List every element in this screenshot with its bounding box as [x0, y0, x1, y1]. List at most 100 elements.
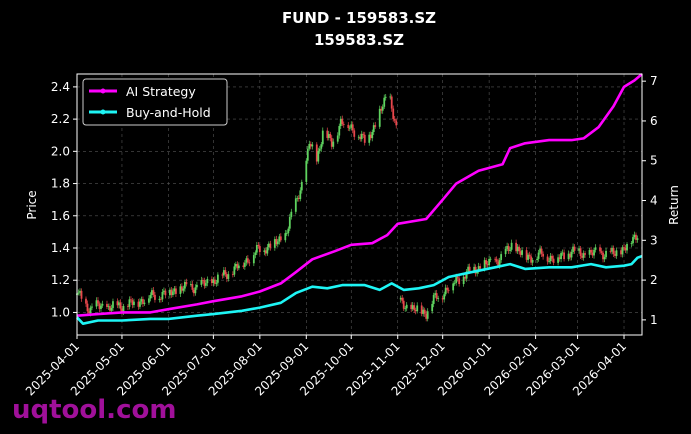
candle-body — [584, 253, 586, 255]
candle-body — [212, 279, 215, 284]
candle-body — [112, 301, 114, 308]
candle-body — [477, 266, 480, 272]
candle-body — [266, 247, 269, 254]
candle-body — [86, 303, 89, 312]
chart-title: FUND - 159583.SZ — [282, 9, 436, 27]
candle-body — [426, 311, 429, 319]
candle-body — [612, 247, 615, 254]
candle-body — [635, 234, 637, 240]
candle-body — [569, 253, 571, 258]
legend-label-ai-strategy: AI Strategy — [126, 84, 196, 99]
candle-body — [306, 148, 309, 161]
legend-marker-bh — [100, 109, 106, 115]
series-line-ai-strategy — [76, 73, 643, 317]
candle-body — [139, 301, 141, 307]
candle-body — [572, 246, 574, 252]
y2-tick-label: 7 — [650, 74, 658, 88]
candle-body — [216, 274, 219, 283]
candle-body — [100, 305, 102, 309]
grid — [76, 74, 642, 335]
candle-body — [221, 274, 224, 276]
candle-body — [296, 197, 299, 199]
candle-body — [351, 124, 354, 131]
candle-body — [143, 302, 146, 304]
candle-body — [275, 239, 278, 245]
y2-axis-ticks: 1 2 3 4 5 6 7 — [642, 74, 658, 327]
candle-body — [479, 266, 482, 269]
candle-body — [567, 253, 570, 260]
y2-tick-label: 5 — [650, 154, 658, 168]
candle-body — [389, 96, 392, 98]
candle-body — [341, 118, 344, 125]
candle-body — [371, 131, 374, 139]
chart-subtitle: 159583.SZ — [314, 31, 404, 49]
candle-body — [630, 243, 633, 245]
candle-body — [435, 293, 438, 299]
candle-body — [237, 265, 240, 269]
candle-body — [269, 243, 272, 248]
candle-body — [360, 133, 363, 140]
candle-body — [510, 242, 513, 250]
y2-axis-label: Return — [667, 185, 681, 225]
candle-body — [636, 238, 639, 240]
candle-body — [395, 120, 398, 126]
y-tick-label: 1.4 — [51, 241, 70, 255]
y2-tick-label: 3 — [650, 233, 658, 247]
candle-body — [264, 250, 267, 254]
candle-body — [437, 298, 440, 299]
candle-body — [578, 248, 580, 251]
candle-body — [95, 300, 98, 307]
candle-body — [465, 271, 468, 279]
candle-body — [381, 106, 384, 111]
candle-body — [200, 279, 203, 285]
candle-body — [234, 263, 237, 267]
candle-body — [467, 266, 470, 272]
y-tick-label: 2.2 — [51, 112, 70, 126]
series-line-buy-and-hold — [76, 254, 643, 325]
candle-body — [263, 250, 266, 253]
candle-body — [594, 247, 597, 250]
candle-body — [101, 303, 104, 306]
candle-body — [88, 311, 90, 314]
candle-body — [91, 306, 93, 308]
candle-body — [181, 286, 183, 291]
candle-body — [203, 280, 206, 286]
candle-body — [390, 96, 393, 109]
candle-body — [154, 294, 156, 300]
y-axis-label: Price — [25, 190, 39, 219]
candle-body — [611, 247, 613, 252]
candle-body — [297, 197, 300, 199]
candle-body — [173, 288, 176, 292]
candle-body — [137, 301, 140, 307]
candle-body — [570, 251, 573, 258]
candle-body — [399, 297, 402, 300]
candle-body — [539, 248, 541, 253]
candle-body — [441, 298, 444, 300]
plot-frame — [76, 73, 643, 336]
legend-box — [82, 78, 228, 126]
candle-body — [579, 248, 582, 256]
candle-body — [527, 254, 530, 260]
candle-body — [242, 265, 245, 267]
candle-body — [321, 130, 324, 145]
candle-body — [453, 282, 456, 284]
candle-body — [416, 305, 419, 312]
candle-body — [573, 246, 576, 251]
legend-marker-ai — [100, 88, 106, 94]
candle-body — [452, 283, 455, 291]
candle-body — [495, 259, 498, 262]
candle-body — [109, 306, 111, 311]
candle-body — [148, 298, 150, 303]
candle-body — [339, 118, 342, 127]
candle-body — [549, 255, 552, 262]
candle-body — [305, 160, 308, 182]
candle-body — [563, 252, 565, 260]
candle-body — [225, 274, 228, 279]
y-tick-label: 1.2 — [51, 273, 70, 287]
candle-body — [431, 303, 434, 312]
candle-body — [614, 253, 616, 256]
candle-body — [581, 255, 583, 258]
candle-body — [504, 249, 507, 255]
candle-body — [206, 278, 209, 284]
candle-body — [246, 258, 249, 263]
